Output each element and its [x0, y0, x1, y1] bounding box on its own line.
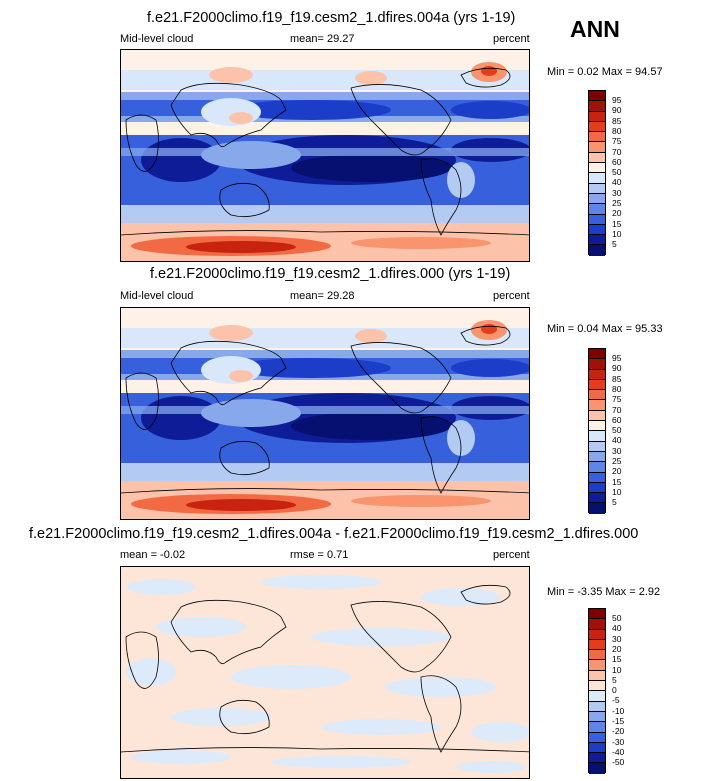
colorbar-tick-label: 5	[612, 239, 617, 249]
colorbar-tick-label: 50	[612, 167, 622, 177]
panel-3-units-label: percent	[493, 549, 530, 561]
colorbar-tick-label: 85	[612, 374, 622, 384]
colorbar-tick-label: 25	[612, 456, 622, 466]
colorbar-tick-label: 50	[612, 425, 622, 435]
colorbar-tick-label: 80	[612, 126, 622, 136]
colorbar-tick-label: 50	[612, 613, 622, 623]
panel-2-variable-label: Mid-level cloud	[120, 290, 194, 302]
panel-2-units-label: percent	[493, 290, 530, 302]
panel-2-minmax-label: Min = 0.04 Max = 95.33	[547, 323, 663, 335]
colorbar-tick-label: 5	[612, 675, 617, 685]
colorbar-tick-label: -30	[612, 737, 625, 747]
panel-1-map	[120, 49, 530, 262]
colorbar-tick-label: 25	[612, 198, 622, 208]
colorbar-tick-label: 15	[612, 477, 622, 487]
colorbar-tick-label: 20	[612, 644, 622, 654]
colorbar-tick-label: -15	[612, 716, 625, 726]
panel-1-minmax-label: Min = 0.02 Max = 94.57	[547, 66, 663, 78]
colorbar-tick-label: 70	[612, 405, 622, 415]
panel-3-map	[120, 566, 530, 779]
colorbar-tick-label: 75	[612, 136, 622, 146]
colorbar-tick-label: -40	[612, 747, 625, 757]
colorbar-tick-label: 15	[612, 219, 622, 229]
panel-2-title: f.e21.F2000climo.f19_f19.cesm2_1.dfires.…	[150, 266, 511, 282]
colorbar-tick-label: 95	[612, 353, 622, 363]
colorbar-tick-label: 85	[612, 116, 622, 126]
panel-3-rmse-label: rmse = 0.71	[290, 549, 349, 561]
colorbar-tick-label: 0	[612, 685, 617, 695]
panel-1-variable-label: Mid-level cloud	[120, 33, 194, 45]
panel-2-mean-label: mean= 29.28	[290, 290, 355, 302]
season-label: ANN	[570, 16, 620, 42]
colorbar-tick-label: 80	[612, 384, 622, 394]
colorbar-tick-label: 95	[612, 95, 622, 105]
colorbar-tick-label: -5	[612, 695, 620, 705]
panel-2-colorbar	[588, 348, 606, 514]
colorbar-tick-label: 60	[612, 157, 622, 167]
panel-3-mean-label: mean = -0.02	[120, 549, 186, 561]
colorbar-tick-label: 75	[612, 394, 622, 404]
panel-1-mean-label: mean= 29.27	[290, 33, 355, 45]
colorbar-tick-label: 40	[612, 177, 622, 187]
panel-1-colorbar	[588, 90, 606, 256]
colorbar-tick-label: 20	[612, 466, 622, 476]
colorbar-tick-label: -20	[612, 726, 625, 736]
panel-1-units-label: percent	[493, 33, 530, 45]
panel-3-title: f.e21.F2000climo.f19_f19.cesm2_1.dfires.…	[29, 526, 639, 542]
colorbar-tick-label: 70	[612, 147, 622, 157]
colorbar-tick-label: 5	[612, 497, 617, 507]
colorbar-tick-label: 30	[612, 634, 622, 644]
colorbar-tick-label: 30	[612, 188, 622, 198]
colorbar-tick-label: 10	[612, 229, 622, 239]
colorbar-tick-label: 20	[612, 208, 622, 218]
panel-2-map	[120, 307, 530, 520]
colorbar-tick-label: 40	[612, 435, 622, 445]
colorbar-tick-label: 90	[612, 105, 622, 115]
colorbar-tick-label: 90	[612, 363, 622, 373]
colorbar-tick-label: -10	[612, 706, 625, 716]
colorbar-tick-label: 60	[612, 415, 622, 425]
colorbar-tick-label: 10	[612, 665, 622, 675]
colorbar-tick-label: -50	[612, 757, 625, 767]
panel-3-colorbar	[588, 608, 606, 774]
panel-3-minmax-label: Min = -3.35 Max = 2.92	[547, 586, 661, 598]
colorbar-tick-label: 30	[612, 446, 622, 456]
panel-1-title: f.e21.F2000climo.f19_f19.cesm2_1.dfires.…	[147, 10, 516, 26]
colorbar-tick-label: 10	[612, 487, 622, 497]
colorbar-tick-label: 15	[612, 654, 622, 664]
colorbar-tick-label: 40	[612, 623, 622, 633]
